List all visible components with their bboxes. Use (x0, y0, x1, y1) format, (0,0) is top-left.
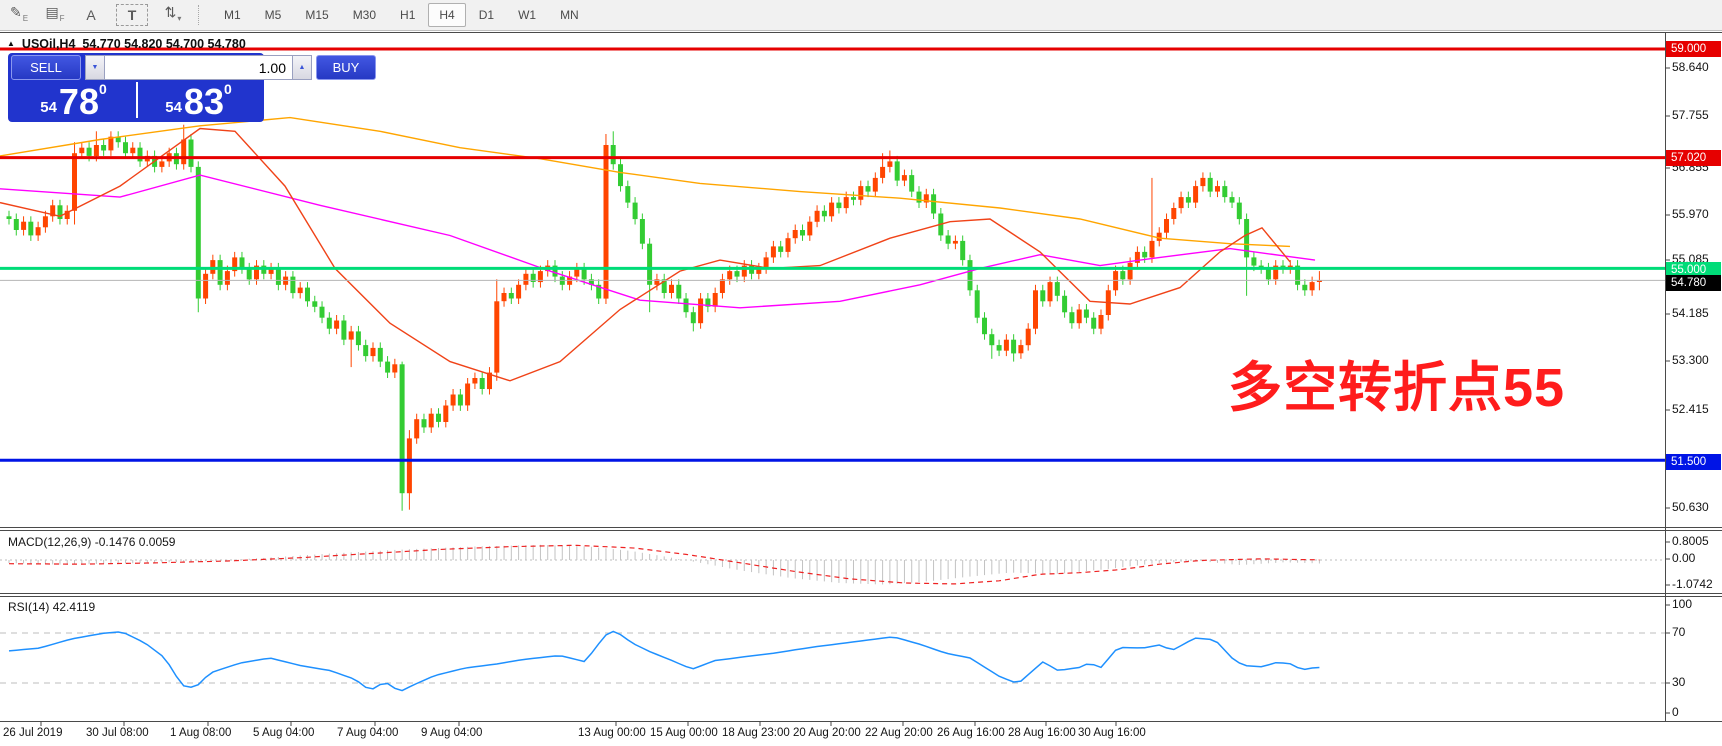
toolbar: ✎E ▤F A T ⇅▾ M1 M5 M15 M30 H1 H4 D1 W1 MN (0, 0, 1722, 31)
buy-price-point: 0 (223, 81, 232, 97)
price-divider (136, 82, 138, 118)
time-axis-label: 7 Aug 04:00 (337, 727, 399, 739)
timeframe-button-d1[interactable]: D1 (478, 8, 495, 22)
timeframe-button-w1[interactable]: W1 (518, 8, 537, 22)
rsi-panel-top-border[interactable] (0, 593, 1722, 594)
ma-medium-magenta (0, 174, 1316, 309)
rsi-value: 42.4119 (52, 600, 96, 614)
time-axis-label: 1 Aug 08:00 (170, 727, 232, 739)
sell-price-display[interactable]: 54 78 0 (11, 80, 136, 120)
sell-price-whole: 54 (40, 99, 57, 116)
price-tick-label: 50.630 (1672, 500, 1709, 514)
time-axis-label: 30 Jul 08:00 (86, 727, 149, 739)
timeframe-button-m30[interactable]: M30 (352, 8, 377, 22)
price-tick-label: 57.755 (1672, 108, 1709, 122)
time-axis-label: 26 Aug 16:00 (937, 727, 1005, 739)
time-axis-label: 26 Jul 2019 (3, 727, 63, 739)
time-axis-label: 22 Aug 20:00 (865, 727, 933, 739)
buy-price-display[interactable]: 54 83 0 (136, 80, 261, 120)
rsi-indicator-label: RSI(14) 42.4119 (8, 600, 95, 614)
volume-decrease-button[interactable]: ▼ (85, 55, 105, 80)
volume-increase-button[interactable]: ▲ (292, 55, 312, 80)
text-label-tool-icon[interactable]: T (116, 4, 148, 26)
sell-button[interactable]: SELL (11, 55, 81, 80)
rsi-axis-label: 100 (1672, 597, 1693, 611)
time-axis-border (0, 721, 1722, 722)
time-axis-label: 30 Aug 16:00 (1078, 727, 1146, 739)
macd-axis-label: 0.8005 (1672, 534, 1709, 548)
macd-axis-label: -1.0742 (1672, 577, 1713, 591)
price-level-badge: 51.500 (1666, 454, 1721, 470)
timeframe-button-mn[interactable]: MN (560, 8, 579, 22)
time-axis-label: 20 Aug 20:00 (793, 727, 861, 739)
price-tick-label: 55.970 (1672, 207, 1709, 221)
price-tick-label: 53.300 (1672, 353, 1709, 367)
toolbar-separator (198, 5, 200, 25)
macd-signal-value: 0.0059 (138, 535, 176, 549)
macd-axis-label: 0.00 (1672, 551, 1696, 565)
price-axis-border (1665, 33, 1666, 722)
timeframe-bar: M1 M5 M15 M30 H1 H4 D1 W1 MN (212, 3, 591, 27)
timeframe-button-m15[interactable]: M15 (305, 8, 329, 22)
ohlc-readout: 54.770 54.820 54.700 54.780 (82, 37, 246, 51)
buy-price-whole: 54 (165, 99, 182, 116)
drawing-tools-group: ✎E ▤F A T ⇅▾ (8, 2, 184, 29)
ma-fast-red (0, 127, 1291, 382)
price-tick-label: 52.415 (1672, 402, 1709, 416)
price-tick-label: 54.185 (1672, 306, 1709, 320)
sell-price-point: 0 (98, 81, 107, 97)
draw-lines-tool-icon[interactable]: ✎E (9, 3, 29, 23)
price-level-badge: 54.780 (1666, 275, 1721, 291)
rsi-axis-label: 30 (1672, 675, 1686, 689)
macd-indicator-label: MACD(12,26,9) -0.1476 0.0059 (8, 535, 175, 549)
one-click-trading-panel: SELL ▼ ▲ BUY 54 78 0 54 83 0 (8, 53, 376, 122)
time-axis-label: 15 Aug 00:00 (650, 727, 718, 739)
rsi-panel-top-border2 (0, 596, 1722, 597)
symbol-period-label: USOil,H4 (21, 37, 76, 51)
volume-input[interactable] (105, 55, 292, 80)
macd-signal-line (8, 544, 1320, 585)
timeframe-button-h1[interactable]: H1 (400, 8, 416, 22)
timeframe-button-m5[interactable]: M5 (264, 8, 282, 22)
timeframe-button-m1[interactable]: M1 (224, 8, 241, 22)
ma-slow-orange (0, 116, 1291, 248)
chart-title: ▲ USOil,H4 54.770 54.820 54.700 54.780 (7, 37, 246, 51)
time-axis-label: 5 Aug 04:00 (253, 727, 315, 739)
price-level-badge: 55.000 (1666, 262, 1721, 278)
rsi-axis-label: 0 (1672, 705, 1679, 719)
rsi-axis-label: 70 (1672, 625, 1686, 639)
price-level-badge: 59.000 (1666, 41, 1721, 57)
fibonacci-tool-icon[interactable]: ▤F (45, 3, 65, 23)
macd-name: MACD(12,26,9) (8, 535, 92, 549)
shapes-tool-icon[interactable]: ⇅▾ (164, 3, 182, 23)
collapse-arrow-icon[interactable]: ▲ (7, 38, 15, 48)
chart-annotation-text: 多空转折点55 (1228, 358, 1566, 418)
text-tool-icon[interactable]: A (86, 7, 96, 23)
rsi-name: RSI(14) (8, 600, 50, 614)
macd-panel-top-border[interactable] (0, 527, 1722, 528)
price-tick-label: 58.640 (1672, 60, 1709, 74)
time-axis-label: 9 Aug 04:00 (421, 727, 483, 739)
macd-panel-top-border2 (0, 530, 1722, 531)
timeframe-button-h4[interactable]: H4 (428, 3, 466, 27)
price-level-badge: 57.020 (1666, 150, 1721, 166)
macd-value: -0.1476 (94, 535, 136, 549)
time-axis-label: 13 Aug 00:00 (578, 727, 646, 739)
chart-top-border (0, 32, 1722, 33)
buy-price-pips: 83 (183, 80, 224, 122)
time-axis-label: 18 Aug 23:00 (722, 727, 790, 739)
rsi-line (8, 630, 1320, 692)
time-axis-label: 28 Aug 16:00 (1008, 727, 1076, 739)
buy-button[interactable]: BUY (316, 55, 376, 80)
sell-price-pips: 78 (58, 80, 99, 122)
